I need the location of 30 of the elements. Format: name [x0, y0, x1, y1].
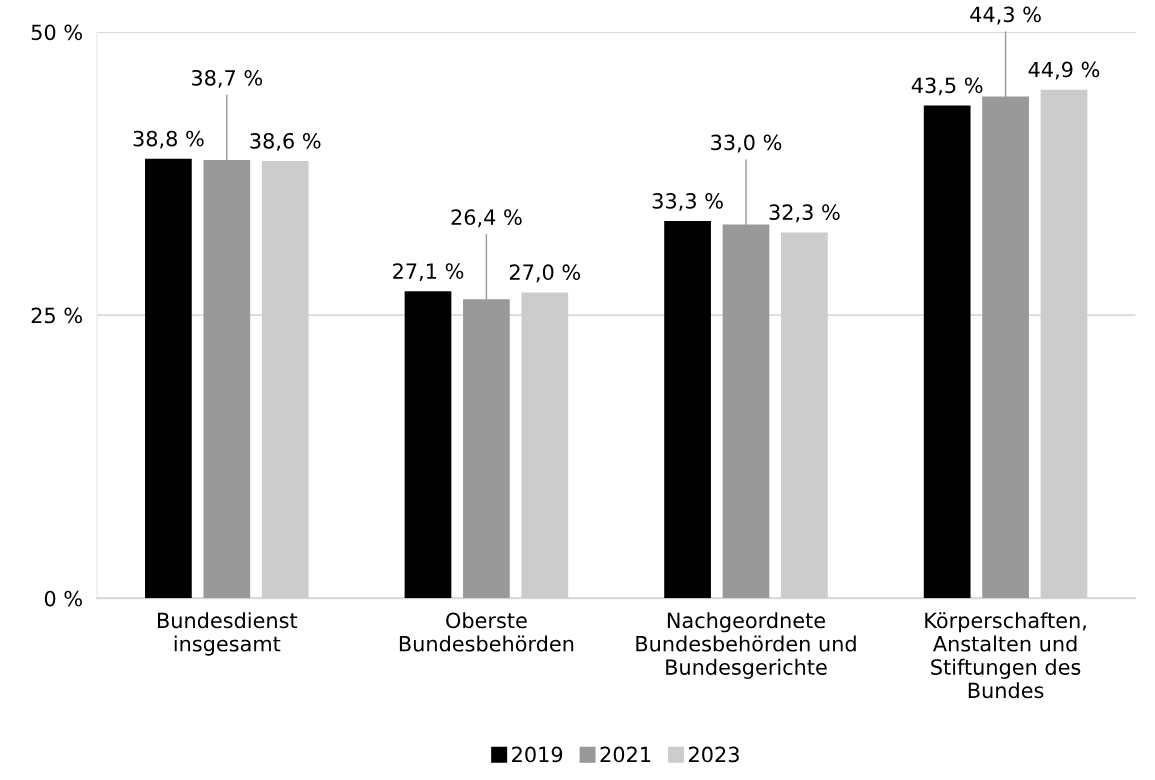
data-label: 44,3 %	[970, 6, 1041, 25]
y-tick-label: 25 %	[31, 307, 82, 324]
bar	[781, 232, 828, 599]
x-tick-label: Nachgeordnete Bundesbehörden und Bundesgerichte	[636, 612, 856, 679]
y-tick-label: 50 %	[31, 24, 82, 41]
bar	[1040, 89, 1088, 599]
data-label: 27,1 %	[393, 263, 464, 282]
bar	[923, 105, 971, 599]
data-label: 27,0 %	[509, 264, 581, 283]
data-label: 43,5 %	[911, 77, 983, 96]
legend-label: 2019	[512, 746, 563, 763]
data-label: 38,6 %	[250, 132, 321, 151]
data-label: 33,0 %	[711, 134, 782, 153]
data-label: 33,3 %	[652, 192, 723, 211]
data-label: 32,3 %	[769, 204, 840, 223]
data-label: 38,7 %	[192, 69, 263, 88]
bar	[404, 291, 452, 599]
bar	[521, 292, 569, 599]
x-tick-label: Bundesdienst insgesamt	[158, 612, 298, 656]
legend-label: 2021	[600, 746, 651, 763]
y-tick-label: 0 %	[44, 590, 82, 607]
data-label: 38,8 %	[133, 130, 204, 149]
bar	[145, 158, 192, 599]
x-tick-label: Körperschaften, Anstalten und Stiftungen des Bundes	[925, 612, 1086, 699]
bar	[664, 221, 711, 599]
legend-label: 2023	[689, 746, 739, 763]
data-label: 44,9 %	[1028, 61, 1100, 80]
x-tick-label: Oberste Bundesbehörden	[399, 612, 574, 652]
bar	[261, 161, 309, 599]
data-label: 26,4 %	[451, 209, 522, 228]
